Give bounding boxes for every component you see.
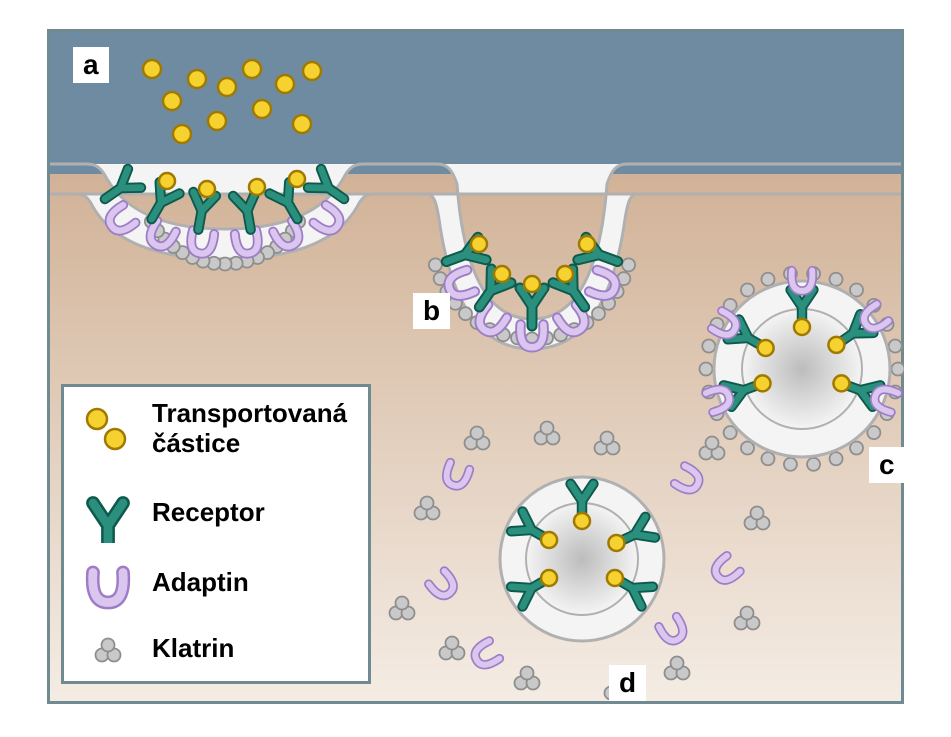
stage-label-c: c (869, 447, 904, 483)
legend-icon-particle (64, 399, 152, 459)
legend-text-particle: Transportovaná částice (152, 399, 352, 459)
legend-icon-adaptin (64, 553, 152, 613)
stage-label-b: b (413, 293, 450, 329)
diagram-frame: a b c d Transportovaná částice Receptor Ad… (47, 29, 904, 704)
legend-icon-receptor (64, 483, 152, 543)
legend-text-clathrin: Klatrin (152, 634, 234, 664)
legend-box: Transportovaná částice Receptor Adaptin Kla… (61, 384, 371, 684)
legend-row-adaptin: Adaptin (64, 553, 368, 613)
legend-row-clathrin: Klatrin (64, 619, 368, 679)
legend-icon-clathrin (64, 619, 152, 679)
legend-row-particle: Transportovaná částice (64, 399, 368, 459)
stage-label-d: d (609, 665, 646, 701)
legend-text-receptor: Receptor (152, 498, 265, 528)
legend-text-adaptin: Adaptin (152, 568, 249, 598)
legend-row-receptor: Receptor (64, 483, 368, 543)
stage-label-a: a (73, 47, 109, 83)
